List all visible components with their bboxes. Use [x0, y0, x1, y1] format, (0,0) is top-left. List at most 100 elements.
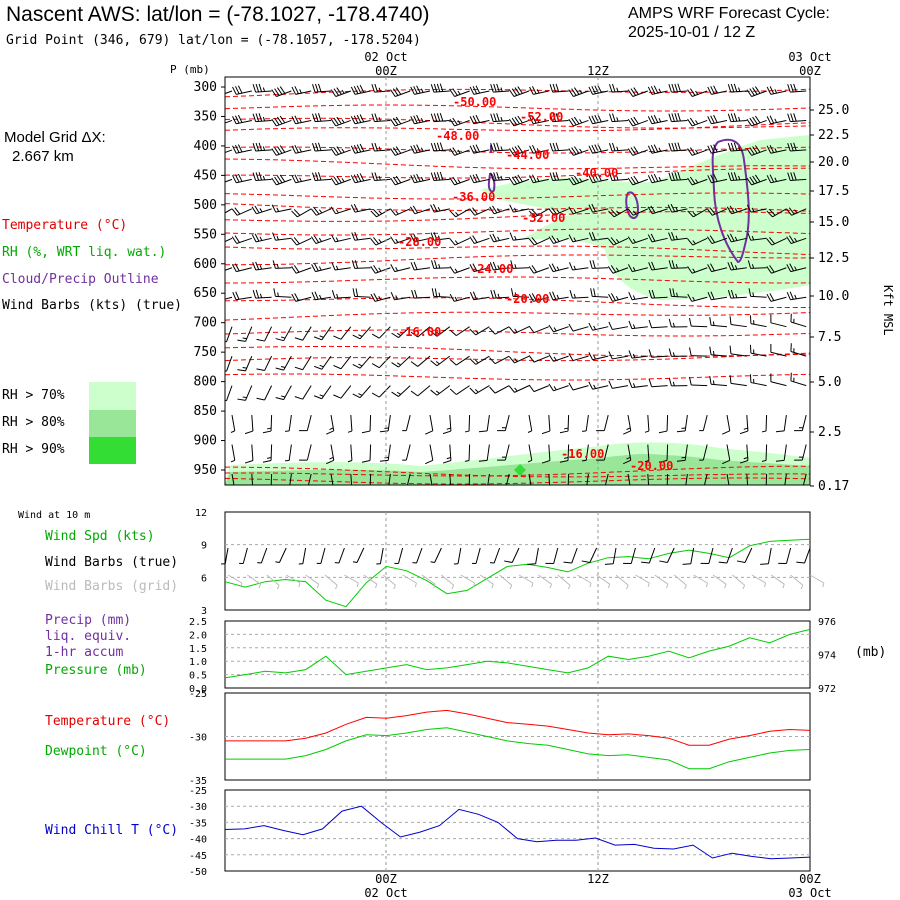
barb-full — [410, 116, 415, 125]
wind-barb — [707, 263, 728, 273]
barb-full — [373, 293, 379, 301]
pressure-tick-label: 750 — [194, 345, 217, 360]
bottom-hour-label: 00Z — [375, 872, 397, 886]
wind-barb — [627, 236, 648, 244]
wind-barb — [406, 473, 411, 485]
barb-full — [555, 142, 560, 151]
barb-full — [604, 563, 614, 565]
wind-barb — [285, 415, 292, 432]
barb-shaft — [387, 415, 391, 431]
barb-full — [529, 145, 534, 154]
barb-full — [709, 235, 716, 243]
barb-full — [671, 113, 675, 122]
barb-full — [508, 177, 515, 186]
barb-half — [348, 490, 352, 491]
barb-full — [489, 386, 496, 394]
barb-full — [276, 87, 283, 95]
barb-half — [329, 487, 333, 489]
barb-full — [623, 459, 631, 465]
barb-full — [610, 265, 617, 273]
barb-full — [469, 291, 475, 300]
barb-shaft — [494, 385, 510, 394]
wind-barb — [352, 385, 371, 399]
rh90-swatch — [89, 437, 136, 464]
barb-full — [359, 114, 365, 123]
barb-full — [588, 145, 593, 154]
barb-shaft — [586, 473, 589, 485]
barb-half — [774, 118, 778, 123]
wind-barb — [370, 237, 391, 246]
barb-full — [333, 335, 342, 340]
barb-full — [255, 142, 260, 151]
barb-full — [766, 210, 773, 218]
barb-half — [259, 265, 263, 270]
top-hour-label: 00Z — [375, 64, 397, 78]
barb-half — [378, 146, 381, 151]
barb-full — [671, 260, 675, 269]
barb-full — [786, 208, 792, 216]
isotherm — [225, 167, 810, 179]
barb-full — [430, 360, 438, 367]
barb-full — [658, 460, 668, 463]
barb-full — [612, 172, 616, 181]
isotherm — [225, 228, 810, 236]
barb-full — [786, 236, 792, 244]
barb-half — [527, 459, 532, 463]
barb-full — [571, 147, 577, 155]
barb-shaft — [264, 355, 273, 371]
wind-barb-grid — [227, 574, 243, 588]
barb-full — [608, 293, 613, 302]
barb-full — [333, 176, 339, 185]
wind-barb — [528, 237, 550, 246]
wind-barb — [627, 87, 648, 97]
barb-full — [730, 142, 735, 151]
barb-half — [632, 383, 636, 388]
barb-full — [713, 144, 718, 153]
pressure-unit: (mb) — [855, 645, 887, 660]
barb-full — [475, 173, 481, 182]
wind-barb — [687, 117, 708, 127]
barb-full — [252, 84, 257, 93]
barb-full — [478, 430, 488, 433]
height-tick-label: 20.0 — [818, 155, 849, 170]
barb-full — [355, 288, 359, 297]
wind-barb-grid — [538, 574, 552, 589]
barb-half — [341, 119, 345, 124]
barb-full — [514, 116, 521, 125]
barb-full — [237, 173, 243, 182]
wind-barb — [787, 83, 807, 93]
bottom-hour-label: 12Z — [587, 872, 609, 886]
pressure-tick-label: 900 — [194, 434, 217, 449]
barb-shaft — [441, 574, 454, 586]
isotherm — [225, 211, 810, 222]
wind-barb — [352, 355, 371, 369]
wind-barb — [739, 444, 749, 464]
barb-full — [727, 234, 732, 243]
wind-barb — [430, 326, 451, 337]
barb-full — [433, 232, 438, 241]
barb-full — [740, 490, 748, 493]
barb-shaft — [801, 414, 807, 431]
barb-half — [579, 178, 583, 183]
barb-full — [433, 142, 438, 151]
wind-barb — [390, 87, 411, 97]
legend-temperature: Temperature (°C) — [2, 218, 128, 233]
barb-half — [734, 208, 738, 213]
wind-barb-true — [760, 547, 772, 565]
barb-full — [258, 83, 263, 92]
wind-barb — [766, 208, 787, 218]
wind-barb — [388, 473, 391, 485]
wind-barb — [430, 171, 450, 181]
wind-barb-grid — [479, 574, 494, 589]
barb-full — [336, 175, 342, 184]
barb-half — [276, 264, 279, 269]
barb-shaft — [511, 547, 520, 563]
barb-full — [244, 460, 254, 464]
pressure-tick-label: 550 — [194, 227, 217, 242]
barb-half — [695, 179, 699, 184]
barb-full — [687, 148, 693, 156]
barb-full — [674, 142, 678, 151]
wind-barb — [647, 233, 668, 243]
wind-barb-true — [504, 547, 520, 563]
wind-barb — [589, 260, 609, 269]
